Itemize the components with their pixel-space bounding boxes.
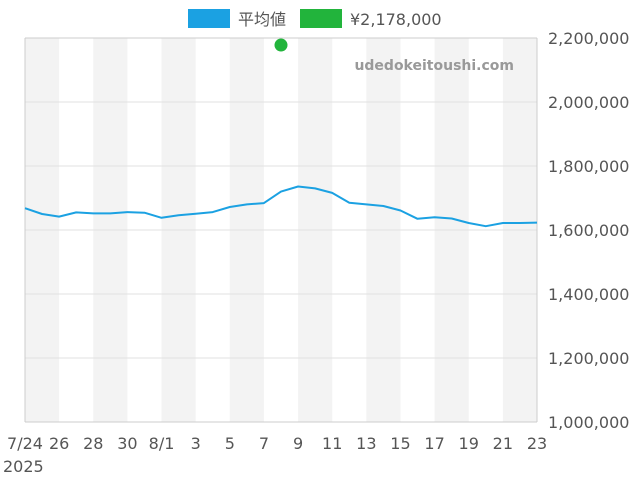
y-tick-label: 1,600,000	[548, 221, 629, 240]
legend: 平均値 ¥2,178,000	[188, 9, 442, 29]
x-tick-label: 5	[225, 434, 235, 453]
x-tick-label: 30	[117, 434, 137, 453]
x-tick-label: 7/24	[7, 434, 43, 453]
legend-label-average: 平均値	[238, 10, 286, 29]
series-point-price	[274, 38, 288, 52]
y-axis-ticks: 2,200,000 2,000,000 1,800,000 1,600,000 1,40…	[548, 29, 629, 432]
axes	[24, 37, 538, 423]
x-tick-label: 11	[322, 434, 342, 453]
x-tick-label: 28	[83, 434, 103, 453]
legend-swatch-average	[188, 9, 230, 28]
x-tick-label: 8/1	[149, 434, 175, 453]
watermark: udedokeitoushi.com	[354, 58, 514, 74]
series-layer	[24, 38, 538, 228]
x-year-label: 2025	[3, 457, 44, 476]
x-tick-label: 26	[49, 434, 69, 453]
x-axis-ticks: 7/24 26 28 30 8/1 3 5 7 9 11 13 15 17 19 21 23 2025	[3, 434, 547, 476]
y-tick-label: 1,800,000	[548, 157, 629, 176]
x-tick-label: 23	[527, 434, 547, 453]
legend-swatch-price	[300, 9, 342, 28]
x-tick-label: 21	[493, 434, 513, 453]
x-tick-label: 17	[424, 434, 444, 453]
x-tick-label: 3	[191, 434, 201, 453]
y-tick-label: 1,400,000	[548, 285, 629, 304]
y-tick-label: 1,200,000	[548, 349, 629, 368]
x-tick-label: 7	[259, 434, 269, 453]
x-tick-label: 15	[390, 434, 410, 453]
series-line-average	[24, 185, 538, 228]
x-tick-label: 9	[293, 434, 303, 453]
y-tick-label: 2,200,000	[548, 29, 629, 48]
x-tick-label: 19	[459, 434, 479, 453]
x-tick-label: 13	[356, 434, 376, 453]
y-tick-label: 1,000,000	[548, 413, 629, 432]
legend-label-price: ¥2,178,000	[350, 10, 442, 29]
y-tick-label: 2,000,000	[548, 93, 629, 112]
